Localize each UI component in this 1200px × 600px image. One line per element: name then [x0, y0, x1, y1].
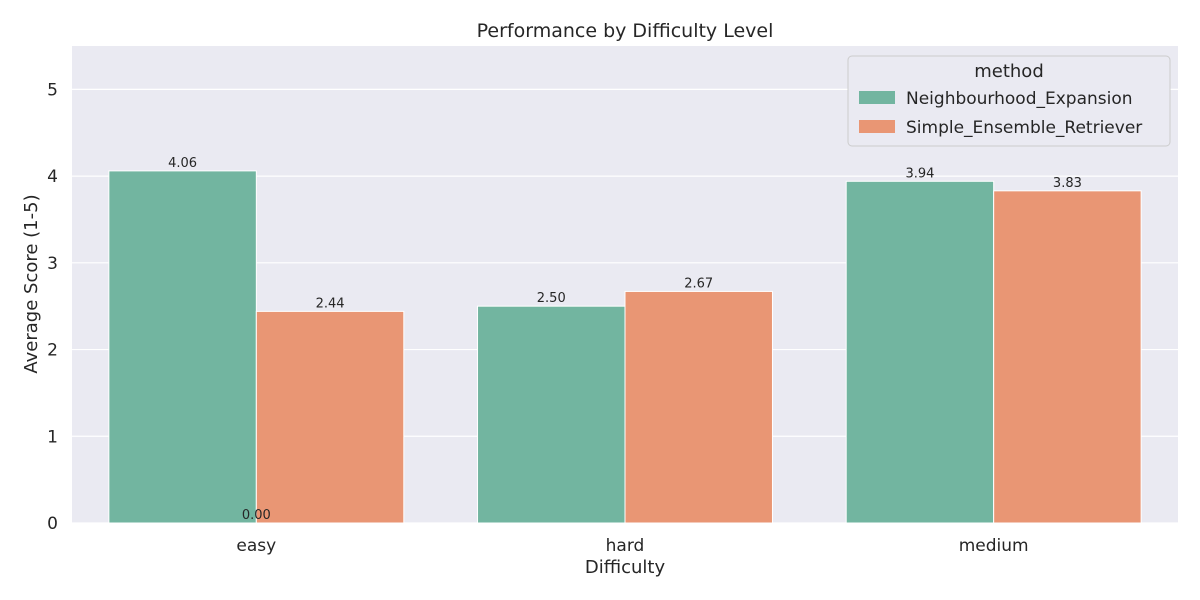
y-tick-label: 5	[47, 80, 58, 100]
bar-neighbourhood-expansion-easy	[108, 170, 257, 524]
y-tick-label: 1	[47, 427, 58, 447]
chart-title: Performance by Difficulty Level	[477, 20, 774, 42]
y-axis-ticks: 0 1 2 3 4 5	[47, 80, 58, 534]
legend-swatch-neighbourhood-expansion	[859, 91, 895, 104]
bar-neighbourhood-expansion-hard	[477, 305, 626, 524]
bar-simple-ensemble-retriever-easy	[255, 310, 405, 524]
zero-value-label: 0.00	[242, 508, 271, 523]
y-axis-label: Average Score (1-5)	[21, 194, 42, 373]
legend-title: method	[974, 61, 1044, 82]
x-tick-label-easy: easy	[236, 536, 276, 556]
bar-value-label: 3.83	[1053, 176, 1082, 191]
bar-value-label: 2.50	[537, 291, 566, 306]
x-axis-ticks: easy hard medium	[236, 536, 1028, 556]
data-labels: 4.06 2.44 2.50 2.67 3.94 3.83 0.00	[168, 156, 1082, 523]
bar-simple-ensemble-retriever-hard	[624, 290, 773, 524]
x-tick-label-hard: hard	[606, 536, 645, 556]
y-tick-label: 0	[47, 514, 58, 534]
bar-value-label: 3.94	[905, 166, 934, 181]
legend-swatch-simple-ensemble-retriever	[859, 120, 895, 133]
legend: method Neighbourhood_Expansion Simple_En…	[847, 55, 1171, 147]
y-tick-label: 4	[47, 167, 58, 187]
x-tick-label-medium: medium	[959, 536, 1029, 556]
bar-simple-ensemble-retriever-medium	[993, 190, 1142, 524]
y-tick-label: 2	[47, 341, 58, 361]
legend-label-neighbourhood-expansion: Neighbourhood_Expansion	[906, 89, 1133, 109]
y-tick-label: 3	[47, 254, 58, 274]
x-axis-label: Difficulty	[585, 557, 666, 578]
bars	[108, 170, 1142, 524]
legend-box	[847, 55, 1171, 147]
legend-label-simple-ensemble-retriever: Simple_Ensemble_Retriever	[906, 118, 1142, 138]
bar-value-label: 4.06	[168, 156, 197, 171]
bar-neighbourhood-expansion-medium	[845, 180, 995, 524]
bar-value-label: 2.67	[684, 276, 713, 291]
bar-value-label: 2.44	[316, 296, 345, 311]
